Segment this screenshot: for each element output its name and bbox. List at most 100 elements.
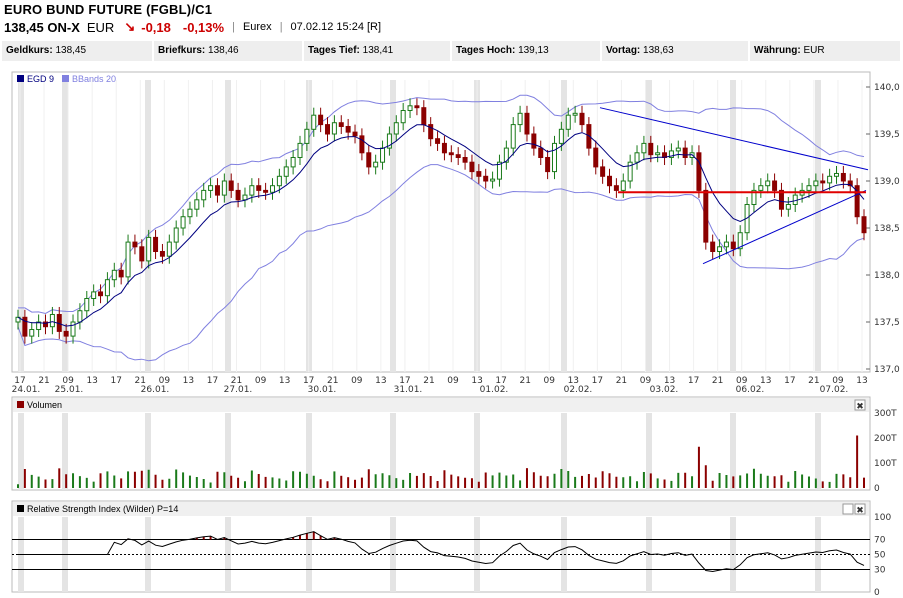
- x-date-label: 27.01.: [224, 385, 253, 395]
- candle-body: [235, 189, 241, 201]
- x-hour-label: 17: [784, 376, 795, 386]
- bbands-lower-line: [17, 164, 865, 362]
- day-separator-band: [561, 80, 567, 372]
- volume-tick-label: 100T: [874, 459, 897, 469]
- legend-label-bbands: BBands 20: [72, 74, 116, 84]
- candle-body: [785, 204, 791, 210]
- candle-body: [600, 166, 606, 177]
- x-hour-label: 13: [183, 376, 194, 386]
- candle-body: [22, 316, 28, 337]
- candle-body: [558, 128, 564, 144]
- candle-body: [297, 142, 303, 158]
- day-separator-band: [646, 80, 652, 372]
- y-tick-label: 140,0: [874, 83, 900, 93]
- candle-body: [469, 161, 475, 173]
- quote-day-high: Tages Hoch: 139,13: [452, 41, 602, 61]
- candle-body: [36, 321, 42, 331]
- candle-body: [579, 112, 585, 126]
- quote-bid: Geldkurs: 138,45: [2, 41, 154, 61]
- x-hour-label: 17: [207, 376, 218, 386]
- candle-body: [847, 180, 853, 187]
- instrument-title: EURO BUND FUTURE (FGBL)/C1: [4, 2, 213, 17]
- candle-body: [627, 161, 633, 182]
- candle-body: [448, 152, 454, 156]
- candle-body: [861, 216, 867, 234]
- last-price: 138,45 ON-X: [4, 19, 80, 35]
- day-separator-band: [145, 80, 151, 372]
- rsi-tick-label: 0: [874, 588, 880, 598]
- candle-body: [311, 114, 317, 130]
- candle-body: [840, 172, 846, 182]
- candle-body: [668, 150, 674, 158]
- candle-body: [43, 321, 49, 328]
- candle-body: [214, 185, 220, 196]
- rsi-settings-button[interactable]: [842, 503, 854, 515]
- x-date-label: 24.01.: [12, 385, 41, 395]
- x-hour-label: 09: [62, 376, 74, 386]
- candle-body: [29, 329, 35, 337]
- candle-body: [194, 199, 200, 210]
- x-hour-label: 21: [712, 376, 723, 386]
- x-hour-label: 09: [736, 376, 748, 386]
- candle-body: [249, 185, 255, 196]
- quote-bar: Geldkurs: 138,45 Briefkurs: 138,46 Tages…: [2, 41, 900, 61]
- volume-tick-label: 300T: [874, 409, 897, 419]
- rsi-legend-swatch: [17, 505, 24, 512]
- candle-body: [49, 313, 55, 328]
- x-hour-label: 21: [327, 376, 338, 386]
- down-arrow-icon: ↘: [124, 19, 136, 34]
- candle-body: [655, 152, 661, 156]
- candle-body: [682, 147, 688, 159]
- y-tick-label: 138,0: [874, 271, 900, 281]
- candle-body: [118, 269, 124, 278]
- exchange: Eurex: [242, 21, 272, 33]
- x-hour-label: 17: [303, 376, 314, 386]
- x-hour-label: 21: [616, 376, 627, 386]
- quote-prev-close: Vortag: 138,63: [602, 41, 750, 61]
- candle-body: [380, 147, 386, 163]
- candle-body: [180, 216, 186, 229]
- x-date-label: 03.02.: [650, 385, 679, 395]
- candle-body: [483, 175, 489, 182]
- candle-body: [407, 105, 413, 112]
- candle-body: [462, 157, 468, 163]
- volume-close-button[interactable]: [854, 399, 866, 411]
- ema-line: [17, 124, 865, 327]
- x-hour-label: 13: [86, 376, 97, 386]
- candle-body: [325, 124, 331, 135]
- volume-separator-band: [18, 413, 24, 490]
- candle-body: [242, 194, 248, 201]
- candle-body: [393, 122, 399, 135]
- candle-body: [634, 152, 640, 163]
- candle-body: [806, 185, 812, 191]
- volume-separator-band: [730, 413, 736, 490]
- x-hour-label: 21: [231, 376, 242, 386]
- x-date-label: 07.02.: [820, 385, 849, 395]
- candle-body: [63, 330, 69, 337]
- resistance-trendline: [599, 107, 869, 171]
- candle-body: [593, 147, 599, 168]
- day-separator-band: [225, 80, 231, 372]
- x-date-label: 02.02.: [564, 385, 593, 395]
- candle-body: [125, 241, 131, 278]
- candle-body: [737, 232, 743, 250]
- rsi-label: Relative Strength Index (Wilder) P=14: [27, 504, 178, 514]
- candle-body: [104, 279, 110, 297]
- candle-body: [607, 175, 613, 187]
- volume-separator-band: [474, 413, 480, 490]
- rsi-line: [18, 531, 865, 573]
- candle-body: [758, 185, 764, 191]
- candle-body: [827, 175, 833, 184]
- candle-body: [139, 246, 145, 262]
- candle-body: [228, 180, 234, 191]
- rsi-close-button[interactable]: [854, 503, 866, 515]
- price-line: 138,45 ON-X EUR ↘ -0,18 -0,13% | Eurex |…: [4, 19, 382, 35]
- candle-body: [503, 147, 509, 163]
- candle-body: [269, 185, 275, 193]
- volume-pane-frame: [11, 396, 871, 491]
- volume-separator-band: [815, 413, 821, 490]
- candle-body: [159, 251, 165, 257]
- candle-body: [723, 241, 729, 248]
- x-date-label: 01.02.: [480, 385, 509, 395]
- candle-body: [173, 227, 179, 243]
